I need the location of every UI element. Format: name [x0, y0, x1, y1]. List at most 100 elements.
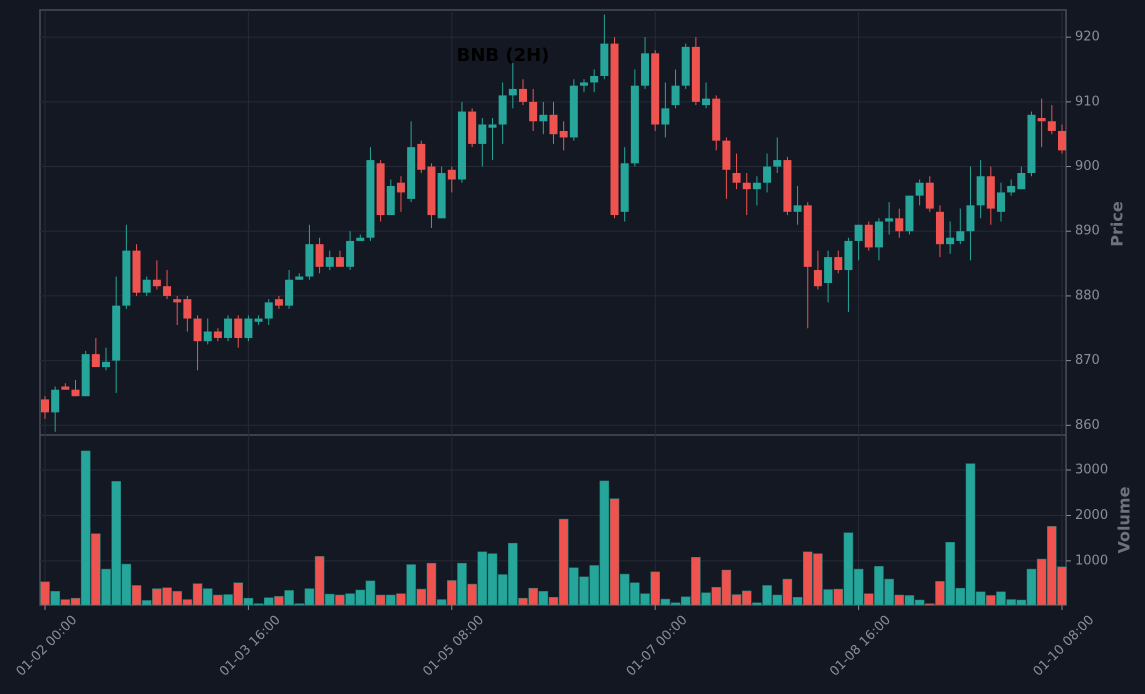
candle-body — [102, 361, 111, 368]
volume-bar — [965, 463, 976, 606]
candle-body — [915, 182, 924, 196]
volume-bar — [619, 573, 630, 606]
candle-body — [580, 82, 589, 86]
candle-body — [946, 237, 955, 245]
candle-body — [610, 43, 619, 216]
candle-body — [742, 182, 751, 190]
volume-bar — [986, 595, 996, 606]
candle-body — [407, 147, 416, 199]
volume-bar — [904, 595, 915, 606]
candle-body — [844, 240, 853, 271]
volume-bar — [925, 603, 935, 606]
candle-body — [732, 173, 741, 183]
volume-bar — [609, 498, 620, 606]
volume-bar — [497, 574, 508, 606]
y-tick-label: 880 — [1075, 288, 1100, 303]
candle-body — [569, 85, 578, 138]
candle-body — [1007, 185, 1016, 193]
candle-body — [325, 257, 334, 267]
candle-body — [376, 163, 385, 216]
candle-body — [213, 331, 222, 338]
candle-body — [783, 160, 792, 212]
volume-bar — [162, 587, 172, 606]
candle-body — [935, 211, 944, 245]
volume-bar — [691, 557, 701, 606]
volume-bar — [670, 602, 681, 606]
candle-body — [600, 43, 609, 76]
candle-body — [183, 299, 192, 319]
candle-body — [854, 224, 863, 241]
volume-bar — [60, 599, 71, 606]
volume-bar — [1047, 526, 1057, 606]
volume-bar — [243, 597, 254, 606]
candle-body — [417, 143, 426, 170]
volume-bar — [131, 585, 142, 606]
candle-body — [539, 114, 548, 122]
volume-bar — [202, 588, 213, 606]
candle-body — [173, 299, 182, 303]
candle-body — [498, 95, 507, 125]
volume-bar — [141, 600, 152, 606]
candle-body — [793, 205, 802, 212]
volume-bar — [182, 599, 193, 606]
volume-bar — [1016, 599, 1027, 606]
volume-bar — [294, 603, 304, 606]
volume-bar — [406, 564, 416, 606]
volume-bar — [833, 588, 844, 606]
y-tick-label: 900 — [1075, 159, 1100, 174]
candle-body — [193, 318, 202, 342]
candle-body — [590, 75, 599, 83]
candle-body — [874, 221, 883, 248]
volume-bar — [721, 569, 732, 606]
volume-bar — [558, 518, 569, 606]
volume-bar — [772, 594, 782, 606]
volume-bar — [111, 481, 121, 606]
volume-bar — [355, 589, 366, 606]
candle-body — [1047, 121, 1056, 131]
volume-bar — [711, 587, 721, 606]
candle-body — [71, 389, 80, 397]
volume-bar — [884, 578, 894, 606]
candle-body — [51, 389, 60, 413]
candle-body — [285, 279, 294, 306]
volume-bar — [518, 597, 528, 606]
volume-bar — [467, 583, 477, 606]
candle-body — [41, 399, 49, 413]
volume-bar — [741, 590, 752, 606]
volume-bar — [813, 553, 823, 606]
candle-body — [549, 114, 558, 135]
volume-bar — [1006, 599, 1016, 606]
candle-body — [712, 98, 721, 141]
volume-bar — [121, 563, 132, 606]
volume-bar — [528, 587, 538, 606]
candle-body — [447, 169, 456, 180]
volume-bar — [935, 581, 945, 606]
candle-body — [203, 331, 212, 342]
y-tick-label: 920 — [1075, 30, 1100, 45]
candle-body — [641, 53, 650, 86]
candle-body — [346, 240, 355, 267]
candle-body — [773, 160, 782, 167]
volume-bar — [630, 582, 640, 606]
volume-bar — [375, 594, 386, 606]
candle-body — [488, 124, 497, 128]
candle-body — [966, 205, 975, 232]
volume-bar — [447, 580, 457, 606]
candle-body — [691, 46, 700, 102]
volume-bar — [680, 596, 691, 606]
candle-body — [366, 160, 375, 238]
candle-body — [335, 257, 344, 267]
candle-body — [437, 173, 446, 219]
candle-body — [396, 182, 405, 193]
volume-bar — [945, 542, 955, 606]
volume-bar — [996, 591, 1006, 606]
candle-body — [132, 250, 141, 293]
volume-bar — [731, 594, 742, 606]
candle-body — [508, 88, 517, 96]
candle-body — [1027, 114, 1036, 174]
candle-body — [1037, 118, 1046, 122]
volume-bar — [1057, 566, 1067, 606]
volume-bar — [955, 587, 966, 606]
candle-body — [651, 53, 660, 125]
volume-bar — [823, 589, 833, 606]
